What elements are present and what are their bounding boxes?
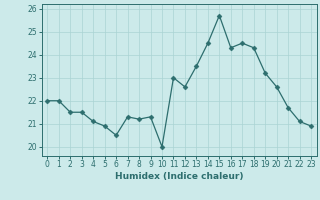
X-axis label: Humidex (Indice chaleur): Humidex (Indice chaleur) xyxy=(115,172,244,181)
